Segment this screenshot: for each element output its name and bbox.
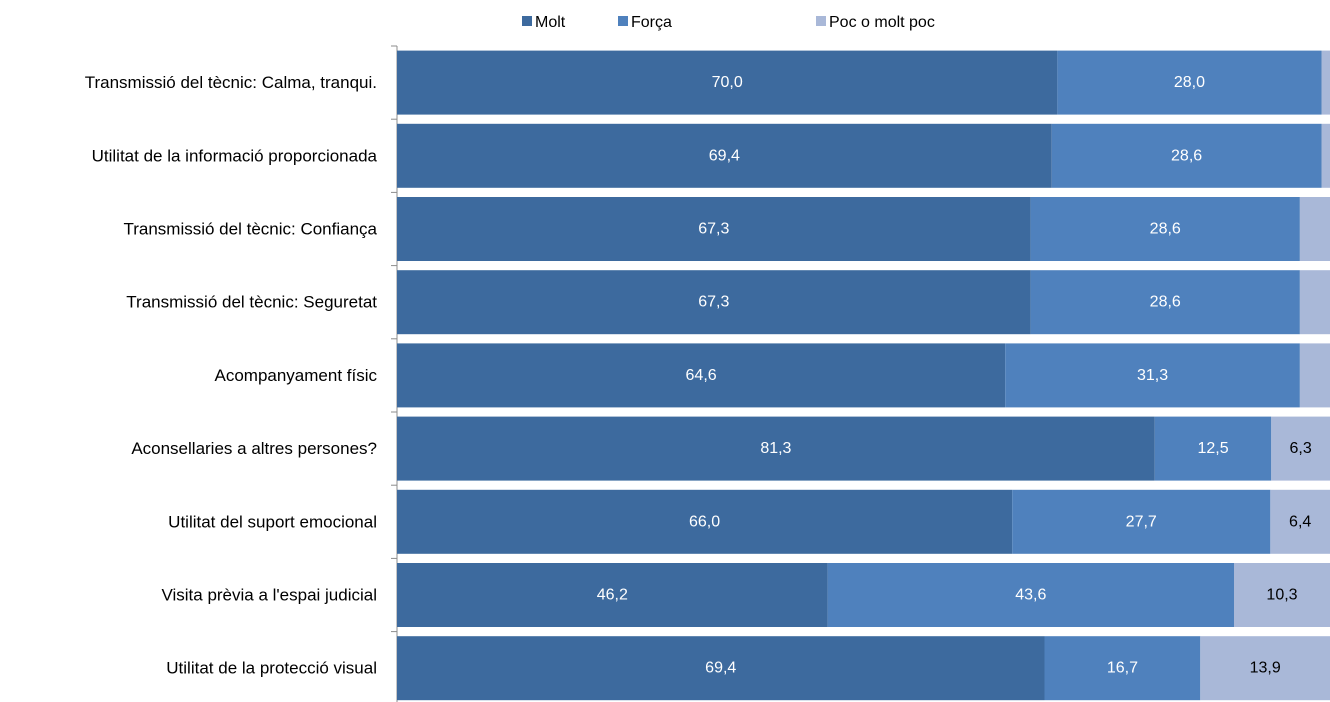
- bar-segment-forca: [1012, 489, 1271, 554]
- bar-segment-poc-o-molt-poc: [1321, 123, 1330, 188]
- bars: [397, 50, 1330, 701]
- data-label-forca: 12,5: [1197, 440, 1228, 457]
- bar-segment-molt: [397, 489, 1013, 554]
- bar-segment-molt: [397, 563, 828, 627]
- bar-segment-forca: [1005, 343, 1300, 408]
- category-label: Utilitat de la protecció visual: [166, 659, 377, 678]
- data-label-molt: 69,4: [705, 660, 736, 677]
- data-label-molt: 67,3: [698, 294, 729, 311]
- data-label-molt: 81,3: [760, 440, 791, 457]
- bar-segment-poc-o-molt-poc: [1270, 489, 1330, 554]
- bar-segment-forca: [1051, 123, 1322, 188]
- bar-segment-forca: [1030, 197, 1300, 261]
- bar-segment-molt: [397, 416, 1155, 481]
- bar-segment-molt: [397, 343, 1006, 408]
- data-label-forca: 16,7: [1107, 660, 1138, 677]
- data-label-molt: 67,3: [698, 221, 729, 238]
- legend-swatch-forca: [618, 16, 628, 26]
- category-label: Utilitat de la informació proporcionada: [92, 146, 378, 165]
- category-axis-ticks: [391, 45, 397, 633]
- bar-segment-molt: [397, 50, 1058, 115]
- data-label-forca: 43,6: [1015, 587, 1046, 604]
- bar-segment-molt: [397, 197, 1031, 261]
- data-label-forca: 28,6: [1171, 147, 1202, 164]
- data-label-forca: 31,3: [1137, 367, 1168, 384]
- bar-segment-poc-o-molt-poc: [1233, 563, 1330, 627]
- chart-legend: Molt Força Poc o molt poc: [522, 14, 935, 31]
- bar-segment-poc-o-molt-poc: [1299, 343, 1330, 408]
- data-label-poc-o-molt-poc: 13,9: [1250, 660, 1281, 677]
- data-label-molt: 70,0: [712, 74, 743, 91]
- data-label-forca: 27,7: [1126, 513, 1157, 530]
- category-label: Transmissió del tècnic: Calma, tranqui.: [85, 73, 377, 92]
- legend-label-molt: Molt: [535, 14, 566, 31]
- data-labels: 70,0 28,0 69,4 28,6 67,3 28,6 67,3 28,6 64,6 31,3…: [597, 74, 1312, 677]
- data-label-poc-o-molt-poc: 6,4: [1289, 513, 1311, 530]
- legend-label-forca: Força: [631, 14, 672, 31]
- category-label: Transmissió del tècnic: Seguretat: [126, 293, 377, 312]
- data-label-molt: 46,2: [597, 587, 628, 604]
- bar-segment-poc-o-molt-poc: [1271, 416, 1330, 481]
- category-label: Aconsellaries a altres persones?: [131, 439, 377, 458]
- legend-swatch-poc-o-molt-poc: [816, 16, 826, 26]
- bar-segment-forca: [827, 563, 1234, 627]
- bar-segment-molt: [397, 123, 1052, 188]
- bar-segment-poc-o-molt-poc: [1299, 270, 1330, 335]
- data-label-molt: 69,4: [709, 147, 740, 164]
- bar-segment-forca: [1044, 636, 1201, 701]
- bar-segment-forca: [1154, 416, 1272, 481]
- bar-segment-poc-o-molt-poc: [1200, 636, 1330, 701]
- data-label-forca: 28,0: [1174, 74, 1205, 91]
- legend-swatch-molt: [522, 16, 532, 26]
- category-labels: Transmissió del tècnic: Calma, tranqui. U…: [85, 73, 378, 678]
- data-label-forca: 28,6: [1150, 221, 1181, 238]
- legend-label-poc-o-molt-poc: Poc o molt poc: [829, 14, 935, 31]
- data-label-forca: 28,6: [1150, 294, 1181, 311]
- bar-segment-poc-o-molt-poc: [1321, 50, 1330, 115]
- category-label: Acompanyament físic: [214, 366, 377, 385]
- data-label-poc-o-molt-poc: 10,3: [1266, 587, 1297, 604]
- category-label: Utilitat del suport emocional: [168, 512, 377, 531]
- bar-segment-molt: [397, 270, 1031, 335]
- bar-segment-molt: [397, 636, 1045, 701]
- category-label: Visita prèvia a l'espai judicial: [161, 586, 377, 605]
- bar-segment-forca: [1057, 50, 1322, 115]
- bar-segment-forca: [1030, 270, 1300, 335]
- category-label: Transmissió del tècnic: Confiança: [123, 220, 377, 239]
- bar-segment-poc-o-molt-poc: [1299, 197, 1330, 261]
- data-label-poc-o-molt-poc: 6,3: [1290, 440, 1312, 457]
- data-label-molt: 64,6: [686, 367, 717, 384]
- data-label-molt: 66,0: [689, 513, 720, 530]
